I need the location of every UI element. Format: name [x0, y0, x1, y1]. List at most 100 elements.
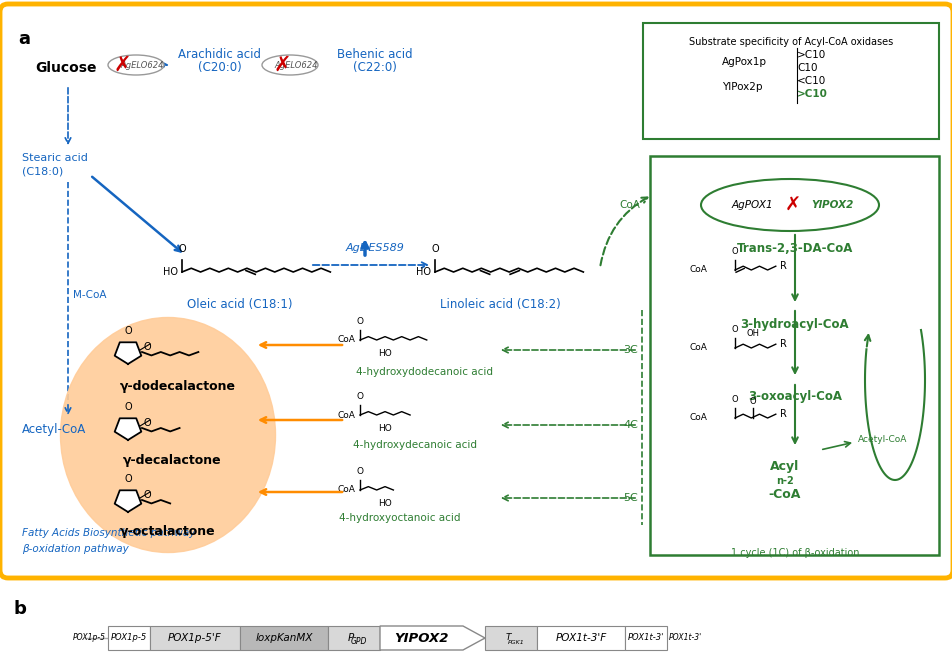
Text: POX1t-3': POX1t-3' [627, 634, 664, 643]
Text: O: O [144, 418, 151, 428]
Text: O: O [356, 317, 363, 326]
Text: R: R [779, 409, 785, 419]
Text: O: O [731, 247, 738, 256]
Text: O: O [124, 326, 131, 336]
Text: R: R [779, 261, 785, 271]
Text: O: O [124, 402, 131, 412]
FancyBboxPatch shape [649, 156, 938, 555]
Polygon shape [114, 342, 141, 364]
Text: O: O [731, 395, 738, 404]
Text: loxpKanMX: loxpKanMX [255, 633, 312, 643]
Ellipse shape [60, 318, 275, 553]
Text: 4C: 4C [623, 420, 637, 430]
Text: Stearic acid: Stearic acid [22, 153, 88, 163]
Bar [149, 626, 240, 650]
Bar [625, 626, 666, 650]
Text: 5C: 5C [623, 493, 637, 503]
Polygon shape [114, 418, 141, 440]
Text: Acyl: Acyl [769, 460, 799, 473]
Text: HO: HO [378, 423, 391, 433]
Text: O: O [144, 490, 151, 500]
Text: HO: HO [378, 498, 391, 508]
Text: POX1t-3'F: POX1t-3'F [555, 633, 606, 643]
Text: Oleic acid (C18:1): Oleic acid (C18:1) [187, 298, 292, 311]
Text: O: O [356, 467, 363, 476]
Text: AgDES589: AgDES589 [346, 243, 404, 253]
Text: >C10: >C10 [796, 50, 825, 60]
Text: AgELO624: AgELO624 [120, 60, 164, 70]
Text: POX1p-5: POX1p-5 [110, 634, 147, 643]
Text: 4-hydroxydecanoic acid: 4-hydroxydecanoic acid [352, 440, 477, 450]
FancyBboxPatch shape [0, 4, 952, 578]
Text: β-oxidation pathway: β-oxidation pathway [22, 544, 129, 554]
Text: M-CoA: M-CoA [73, 290, 107, 300]
Text: Trans-2,3-DA-CoA: Trans-2,3-DA-CoA [736, 242, 852, 255]
Bar [485, 626, 536, 650]
Text: <C10: <C10 [796, 76, 825, 86]
Text: b: b [14, 600, 27, 618]
Bar [108, 626, 149, 650]
Text: YlPOX2: YlPOX2 [811, 200, 853, 210]
Text: 4-hydroxyoctanoic acid: 4-hydroxyoctanoic acid [339, 513, 460, 523]
Text: CoA: CoA [337, 411, 355, 419]
Text: γ-octalactone: γ-octalactone [120, 525, 215, 538]
Text: Arachidic acid: Arachidic acid [178, 48, 261, 62]
Text: Acetyl-CoA: Acetyl-CoA [857, 436, 906, 444]
Ellipse shape [108, 55, 164, 75]
Text: O: O [356, 392, 363, 401]
Text: O: O [124, 474, 131, 484]
Text: HO: HO [416, 267, 430, 277]
Text: O: O [178, 244, 186, 254]
Text: AgPox1p: AgPox1p [722, 57, 766, 67]
Text: Fatty Acids Biosynthetic pathway: Fatty Acids Biosynthetic pathway [22, 528, 195, 538]
Text: R: R [779, 339, 785, 349]
Text: YlPox2p: YlPox2p [722, 82, 762, 92]
Text: AgPOX1: AgPOX1 [730, 200, 772, 210]
Text: YIPOX2: YIPOX2 [394, 632, 448, 645]
Text: -CoA: -CoA [768, 488, 801, 501]
Text: ✗: ✗ [273, 55, 290, 75]
Text: O: O [430, 244, 438, 254]
Text: C10: C10 [796, 63, 817, 73]
Text: PGK1: PGK1 [507, 639, 524, 645]
Text: POX1p-5'F: POX1p-5'F [168, 633, 222, 643]
Text: (C20:0): (C20:0) [198, 62, 242, 74]
Text: HO: HO [378, 348, 391, 358]
Text: POX1t-3': POX1t-3' [668, 634, 702, 643]
Text: CoA: CoA [337, 336, 355, 344]
Text: ✗: ✗ [113, 55, 130, 75]
Text: a: a [18, 30, 30, 48]
Bar [536, 626, 625, 650]
Text: (C18:0): (C18:0) [22, 167, 63, 177]
Text: GPD: GPD [350, 637, 367, 647]
Text: γ-dodecalactone: γ-dodecalactone [120, 380, 236, 393]
Text: AgELO624: AgELO624 [274, 60, 317, 70]
Text: n-2: n-2 [775, 476, 793, 486]
Text: Linoleic acid (C18:2): Linoleic acid (C18:2) [439, 298, 560, 311]
Text: CoA: CoA [688, 265, 706, 275]
Text: >C10: >C10 [796, 89, 827, 99]
Ellipse shape [701, 179, 878, 231]
Text: 3-hydroacyl-CoA: 3-hydroacyl-CoA [740, 318, 848, 331]
Text: OH: OH [746, 329, 759, 338]
Text: 1 cycle (1C) of β-oxidation: 1 cycle (1C) of β-oxidation [730, 548, 859, 558]
Text: Glucose: Glucose [35, 61, 96, 75]
Text: 3-oxoacyl-CoA: 3-oxoacyl-CoA [747, 390, 842, 403]
Text: O: O [144, 342, 151, 352]
Text: (C22:0): (C22:0) [352, 62, 397, 74]
Text: Acetyl-CoA: Acetyl-CoA [22, 423, 87, 436]
Text: ✗: ✗ [784, 196, 801, 214]
Bar [240, 626, 327, 650]
Text: 3C: 3C [623, 345, 637, 355]
Text: T: T [505, 634, 510, 643]
Text: CoA: CoA [688, 344, 706, 352]
Polygon shape [380, 626, 485, 650]
Text: γ-decalactone: γ-decalactone [123, 454, 221, 467]
Text: P: P [347, 633, 354, 643]
Ellipse shape [262, 55, 318, 75]
FancyBboxPatch shape [643, 23, 938, 139]
Text: POX1p-5: POX1p-5 [73, 634, 106, 643]
Text: O: O [749, 397, 756, 406]
Text: HO: HO [163, 267, 178, 277]
Text: Behenic acid: Behenic acid [337, 48, 412, 62]
